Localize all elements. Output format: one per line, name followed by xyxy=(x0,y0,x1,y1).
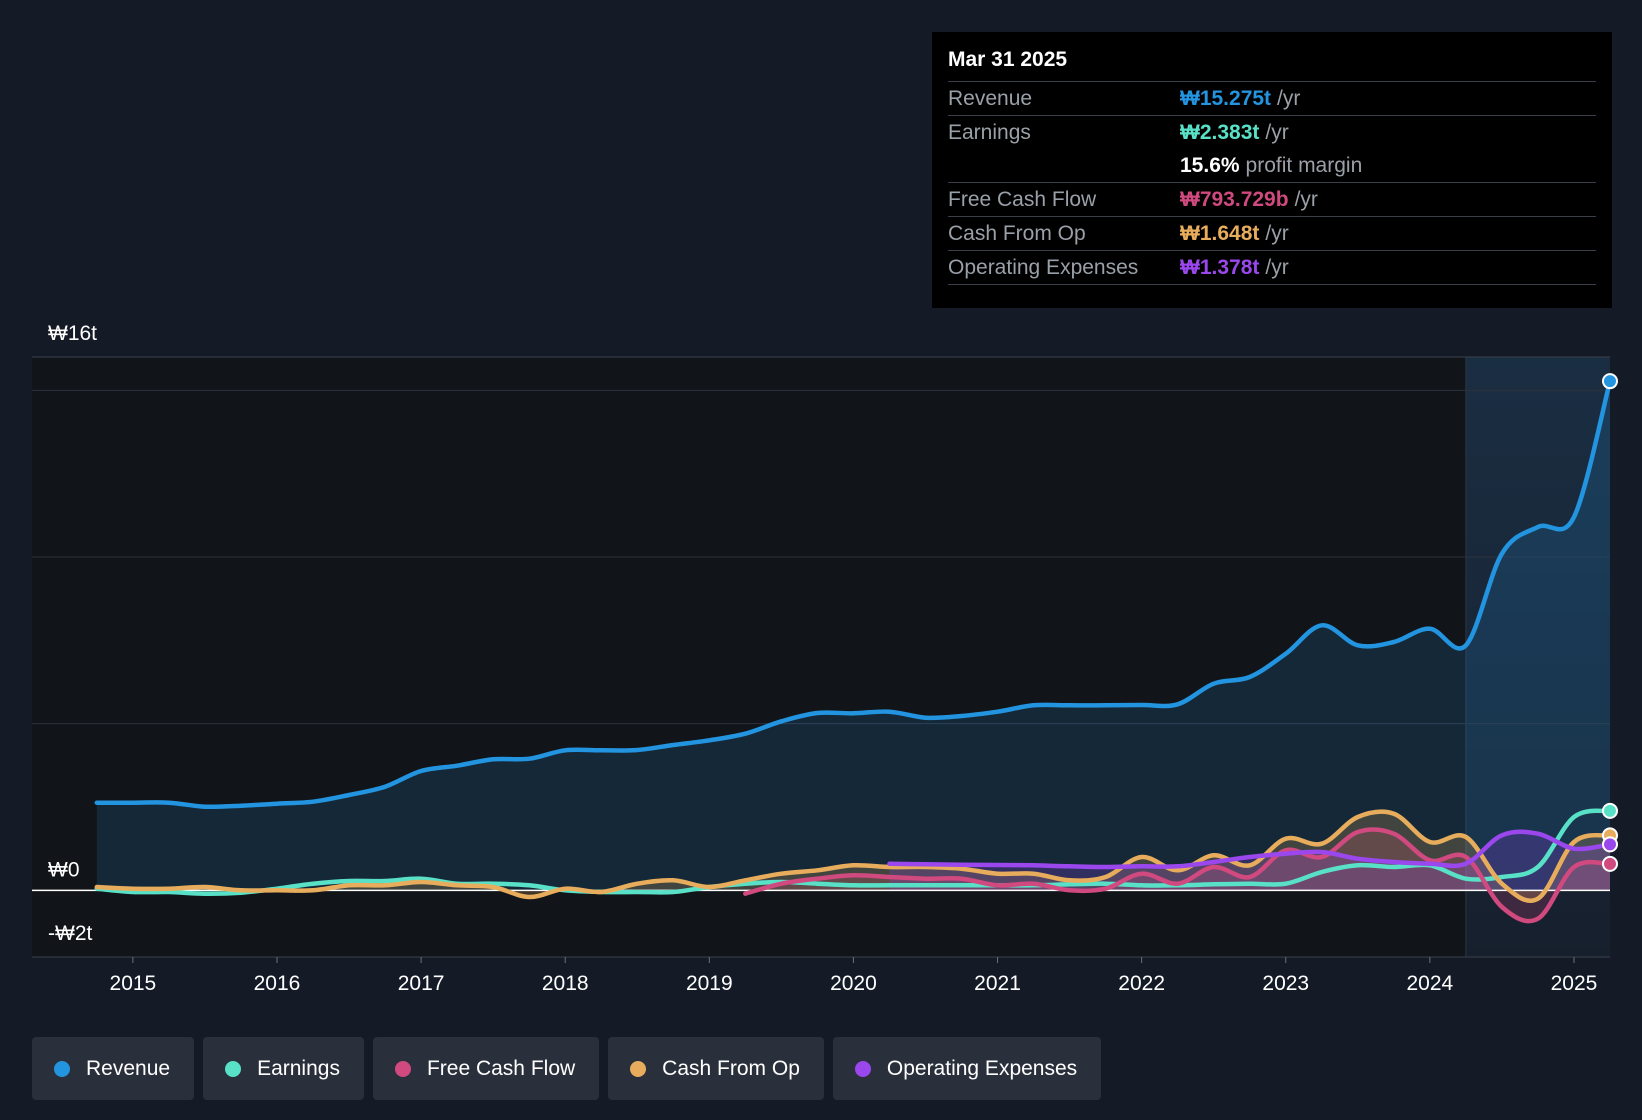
series-endpoints xyxy=(1602,373,1618,872)
tooltip-label: Free Cash Flow xyxy=(948,188,1097,211)
tooltip-row-operating-expenses: Operating Expenses ₩1.378t /yr xyxy=(948,251,1596,285)
legend-dot-icon xyxy=(854,1060,871,1077)
series-lines xyxy=(94,378,1613,924)
tooltip-label xyxy=(948,149,1180,182)
tooltip-row-cash-from-op: Cash From Op ₩1.648t /yr xyxy=(948,217,1596,251)
legend-dot-icon xyxy=(394,1060,411,1077)
legend-item-free-cash-flow[interactable]: Free Cash Flow xyxy=(372,1037,600,1100)
x-tick-label: 2017 xyxy=(398,972,445,995)
legend-label: Free Cash Flow xyxy=(426,1056,576,1080)
tooltip-label: Cash From Op xyxy=(948,222,1086,245)
legend-label: Cash From Op xyxy=(662,1056,800,1080)
x-axis-ticks: 2015 2016 2017 2018 2019 2020 2021 2022 2023 2024… xyxy=(110,957,1598,995)
tooltip-unit: /yr xyxy=(1265,222,1289,245)
tooltip-value: 15.6% xyxy=(1180,154,1240,177)
tooltip-row-earnings: Earnings ₩2.383t /yr xyxy=(948,116,1596,149)
legend-label: Earnings xyxy=(257,1056,340,1080)
x-tick-label: 2018 xyxy=(542,972,589,995)
legend-item-operating-expenses[interactable]: Operating Expenses xyxy=(832,1037,1102,1100)
x-tick-label: 2015 xyxy=(110,972,157,995)
endpoint-revenue xyxy=(1602,373,1618,390)
endpoint-earnings xyxy=(1602,802,1618,819)
tooltip-date: Mar 31 2025 xyxy=(948,44,1596,82)
x-tick-label: 2023 xyxy=(1262,972,1309,995)
y-axis-labels: ₩16t ₩0 -₩2t xyxy=(48,322,97,945)
legend-item-cash-from-op[interactable]: Cash From Op xyxy=(608,1037,824,1100)
tooltip-label: Revenue xyxy=(948,87,1033,110)
legend-dot-icon xyxy=(54,1060,70,1077)
tooltip-value: ₩15.275t xyxy=(1180,87,1272,110)
tooltip-panel: Mar 31 2025 Revenue ₩15.275t /yr Earning… xyxy=(932,32,1612,308)
area-free-cash-flow xyxy=(745,829,1610,922)
forecast-shade xyxy=(1465,357,1610,957)
y-tick-label: ₩0 xyxy=(48,858,80,881)
x-tick-label: 2022 xyxy=(1118,972,1165,995)
line-earnings xyxy=(94,808,1613,896)
line-operating-expenses xyxy=(887,829,1613,870)
y-tick-label: ₩16t xyxy=(48,322,97,345)
tooltip-value: ₩1.378t xyxy=(1180,256,1260,279)
y-tick-label: -₩2t xyxy=(48,922,92,945)
tooltip-label: Operating Expenses xyxy=(948,256,1139,279)
tooltip-value: ₩1.648t xyxy=(1180,222,1260,245)
line-cash-from-op xyxy=(94,809,1613,903)
tooltip-unit: /yr xyxy=(1294,188,1318,211)
x-tick-label: 2019 xyxy=(686,972,733,995)
tooltip-label: Earnings xyxy=(948,121,1031,144)
x-tick-label: 2025 xyxy=(1551,972,1598,995)
line-free-cash-flow xyxy=(743,827,1613,924)
x-tick-label: 2020 xyxy=(830,972,877,995)
tooltip-unit: /yr xyxy=(1265,121,1289,144)
endpoint-operating-expenses xyxy=(1602,836,1618,853)
legend-dot-icon xyxy=(630,1060,647,1077)
legend-dot-icon xyxy=(225,1060,242,1077)
endpoint-free-cash-flow xyxy=(1602,855,1618,872)
legend-label: Revenue xyxy=(86,1056,171,1080)
legend-label: Operating Expenses xyxy=(886,1056,1078,1080)
x-tick-label: 2024 xyxy=(1407,972,1454,995)
tooltip-unit: /yr xyxy=(1265,256,1289,279)
line-revenue xyxy=(94,378,1613,810)
tooltip-row-revenue: Revenue ₩15.275t /yr xyxy=(948,82,1596,116)
tooltip-row-profit-margin: 15.6% profit margin xyxy=(948,149,1596,183)
tooltip-row-free-cash-flow: Free Cash Flow ₩793.729b /yr xyxy=(948,183,1596,217)
area-operating-expenses xyxy=(889,831,1610,891)
tooltip-unit: /yr xyxy=(1277,87,1301,110)
x-tick-label: 2016 xyxy=(254,972,301,995)
gridlines xyxy=(32,356,1610,958)
tooltip-value: ₩2.383t xyxy=(1180,121,1260,144)
tooltip-value: ₩793.729b xyxy=(1180,188,1289,211)
x-tick-label: 2021 xyxy=(974,972,1021,995)
legend: Revenue Earnings Free Cash Flow Cash Fro… xyxy=(32,1037,1102,1100)
tooltip-unit: profit margin xyxy=(1245,154,1363,177)
area-cash-from-op xyxy=(96,811,1610,901)
legend-item-revenue[interactable]: Revenue xyxy=(32,1037,195,1100)
legend-item-earnings[interactable]: Earnings xyxy=(203,1037,364,1100)
